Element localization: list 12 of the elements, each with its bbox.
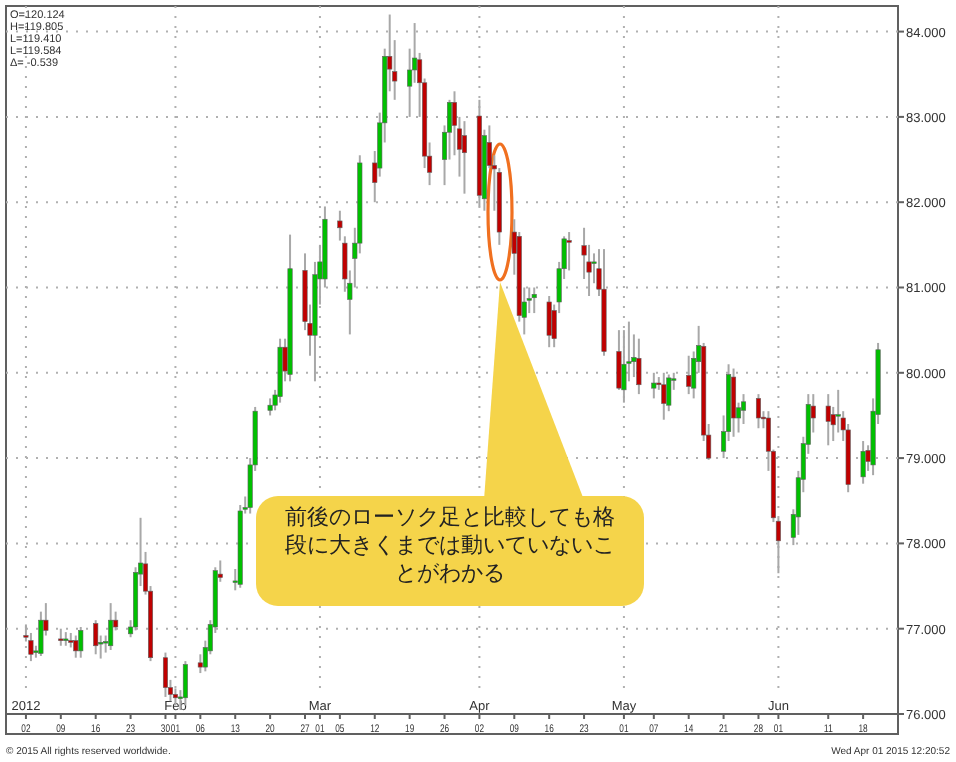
candlestick	[566, 231, 572, 272]
candlestick	[73, 634, 79, 659]
candlestick	[546, 295, 552, 349]
candlestick	[636, 337, 642, 396]
candlestick	[461, 120, 467, 195]
candlestick	[162, 651, 168, 698]
candlestick	[755, 393, 761, 430]
candlestick	[825, 393, 831, 447]
candlestick	[741, 393, 747, 425]
annotation: 前後のローソク足と比較しても格段に大きくまでは動いていないことがわかる	[283, 504, 617, 588]
candlestick	[93, 619, 99, 656]
candlestick	[835, 388, 841, 434]
